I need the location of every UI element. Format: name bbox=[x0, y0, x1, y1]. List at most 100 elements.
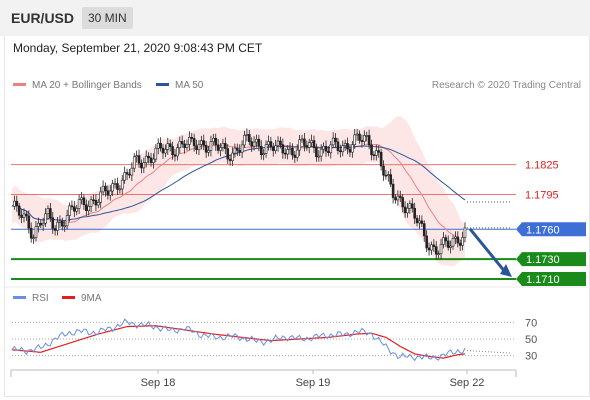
candle-body bbox=[410, 203, 414, 209]
candle-body bbox=[173, 154, 177, 157]
candle-body bbox=[56, 222, 59, 231]
candle-body bbox=[125, 172, 129, 175]
candle-body bbox=[394, 197, 397, 201]
candle-body bbox=[384, 174, 388, 177]
candle-body bbox=[104, 185, 107, 192]
candle-body bbox=[281, 144, 285, 154]
candle-body bbox=[118, 188, 122, 191]
candle-body bbox=[44, 213, 47, 224]
candle-body bbox=[415, 217, 419, 224]
candle-body bbox=[420, 220, 424, 224]
candle-body bbox=[370, 144, 373, 156]
candle-body bbox=[77, 199, 81, 209]
candle-body bbox=[252, 141, 256, 147]
candle-body bbox=[343, 143, 347, 146]
candle-body bbox=[197, 144, 201, 151]
candle-body bbox=[140, 163, 143, 169]
candle-body bbox=[355, 133, 359, 136]
candle-body bbox=[271, 146, 275, 151]
level-tag-box bbox=[516, 222, 586, 237]
candle-body bbox=[168, 143, 172, 147]
candle-body bbox=[322, 146, 325, 150]
legend-ma50: MA 50 bbox=[156, 80, 203, 91]
candle-body bbox=[351, 144, 354, 153]
candle-body bbox=[75, 208, 79, 212]
x-tick-label: Sep 18 bbox=[141, 377, 176, 389]
candle-body bbox=[434, 246, 438, 255]
rsi-level-label: 30 bbox=[525, 351, 537, 363]
candle-body bbox=[111, 183, 114, 192]
candle-body bbox=[130, 167, 134, 176]
candle-body bbox=[372, 154, 376, 157]
candle-body bbox=[413, 207, 416, 219]
candle-body bbox=[346, 143, 349, 150]
candle-body bbox=[286, 149, 289, 155]
candle-body bbox=[315, 147, 318, 158]
candle-body bbox=[17, 205, 21, 216]
candle-body bbox=[27, 215, 31, 229]
candle-body bbox=[221, 143, 225, 148]
candle-body bbox=[363, 135, 366, 142]
candle-body bbox=[108, 190, 112, 196]
candle-body bbox=[180, 141, 184, 145]
candle-body bbox=[154, 147, 158, 160]
candle-body bbox=[166, 143, 170, 150]
candle-body bbox=[336, 141, 340, 151]
level-tag-box bbox=[516, 272, 586, 287]
candle-body bbox=[65, 215, 69, 227]
candle-body bbox=[94, 200, 98, 206]
candle-body bbox=[58, 220, 62, 223]
candle-body bbox=[341, 145, 345, 153]
candle-body bbox=[396, 195, 400, 201]
candle-body bbox=[164, 149, 167, 154]
candle-body bbox=[214, 137, 218, 146]
candle-body bbox=[264, 144, 268, 154]
candle-body bbox=[202, 140, 206, 146]
candle-body bbox=[233, 147, 237, 154]
candle-body bbox=[257, 138, 261, 147]
candle-body bbox=[255, 138, 258, 143]
candle-body bbox=[334, 137, 337, 143]
x-tick-label: Sep 19 bbox=[296, 377, 331, 389]
candle-body bbox=[113, 183, 117, 185]
candle-body bbox=[279, 140, 282, 145]
candle-body bbox=[46, 208, 50, 215]
candle-body bbox=[161, 147, 165, 154]
candle-body bbox=[454, 236, 457, 239]
candle-body bbox=[303, 138, 306, 146]
candle-body bbox=[367, 135, 371, 146]
candle-body bbox=[382, 165, 385, 176]
candle-body bbox=[240, 144, 244, 153]
candle-body bbox=[375, 150, 378, 156]
candle-body bbox=[461, 237, 464, 246]
candle-body bbox=[408, 203, 412, 209]
candle-body bbox=[243, 135, 246, 146]
candle-body bbox=[15, 200, 19, 207]
candle-body bbox=[22, 213, 26, 218]
candle-body bbox=[267, 141, 270, 145]
candle-body bbox=[430, 244, 433, 251]
candle-body bbox=[439, 244, 443, 254]
ma50-swatch bbox=[156, 82, 169, 86]
candle-body bbox=[348, 148, 352, 153]
candle-body bbox=[329, 144, 333, 153]
legend-ma50-label: MA 50 bbox=[175, 80, 204, 91]
candle-body bbox=[398, 195, 402, 198]
instrument-name: EUR/USD bbox=[11, 10, 75, 26]
candle-body bbox=[63, 225, 67, 228]
candle-body bbox=[188, 136, 191, 145]
candle-body bbox=[34, 226, 38, 238]
candle-body bbox=[20, 215, 23, 218]
candle-body bbox=[204, 145, 208, 153]
timeframe-badge[interactable]: 30 MIN bbox=[82, 7, 133, 29]
chart-datetime: Monday, September 21, 2020 9:08:43 PM CE… bbox=[13, 41, 263, 55]
candle-body bbox=[307, 142, 311, 148]
candle-body bbox=[106, 190, 110, 196]
candle-body bbox=[178, 141, 182, 148]
candle-body bbox=[401, 197, 404, 208]
candle-body bbox=[451, 238, 455, 247]
candle-body bbox=[212, 137, 215, 142]
candle-body bbox=[216, 144, 220, 151]
candle-body bbox=[319, 148, 323, 157]
candle-body bbox=[389, 174, 392, 185]
